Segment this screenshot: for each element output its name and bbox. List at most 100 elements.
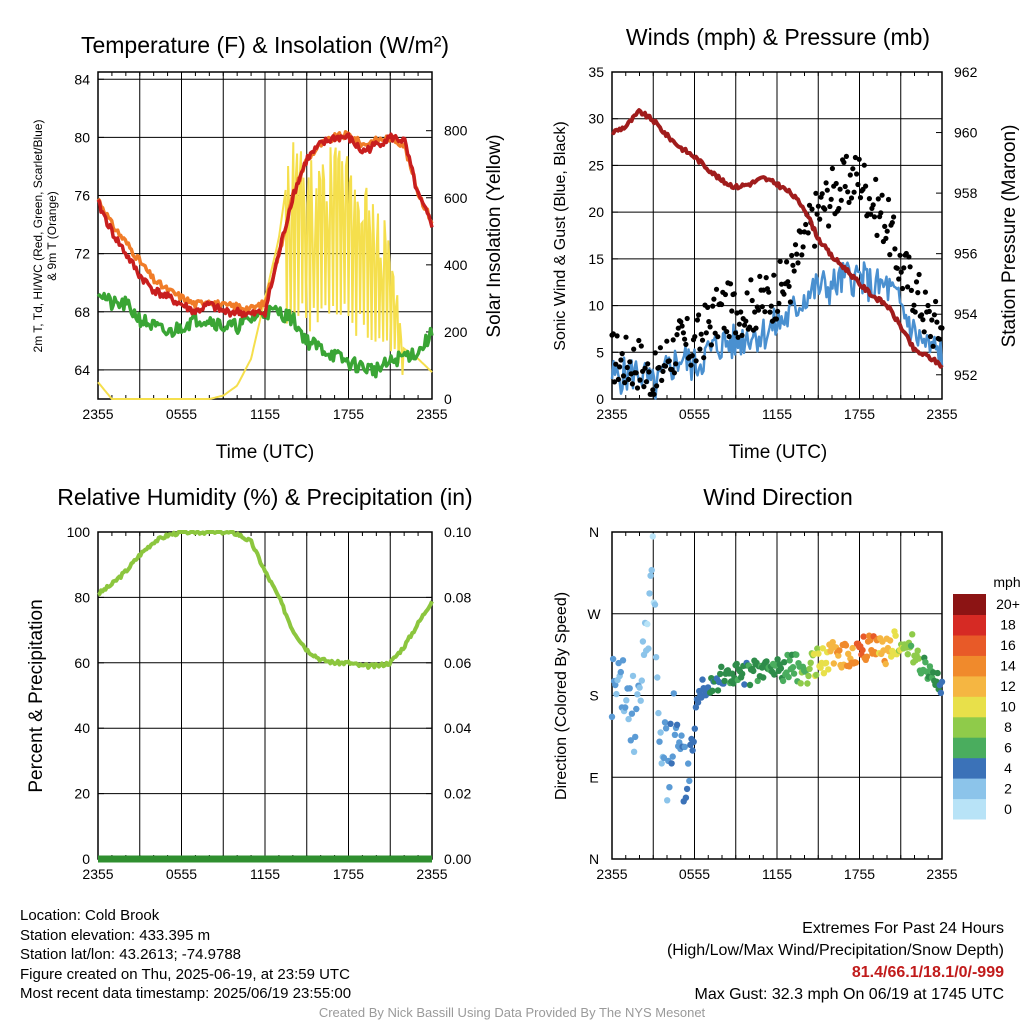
gust-point [806,202,813,208]
gust-point [781,291,787,297]
direction-point [852,659,860,666]
gust-point [755,307,762,313]
humidity-panel: 0 20 40 60 80 100 0.00 0.02 0.04 0.06 0.08 0.10 2355… [67,524,472,882]
humidity-x-tick-label: 2355 [82,866,113,882]
gust-point [637,377,643,383]
direction-point [814,645,821,652]
gust-point [642,365,648,371]
gust-point [766,289,772,295]
temperature-ylabel-line2: & 9m T (Orange) [45,191,59,281]
direction-point [699,676,706,683]
gust-point [805,230,811,236]
gust-point [911,302,917,308]
gust-point [629,381,636,387]
gust-point [882,223,888,229]
direction-point [922,659,929,666]
direction-point [636,684,643,691]
gust-point [829,165,836,172]
gust-point [791,268,797,274]
direction-point [760,674,767,681]
direction-point [849,644,856,652]
gust-point [748,277,754,283]
gust-point [775,308,781,314]
gust-point [908,287,915,293]
direction-point [806,665,813,673]
direction-point [777,665,785,672]
gust-point [833,180,839,187]
gust-point [731,291,737,297]
temperature-y-tick-label: 80 [74,129,90,145]
direction-point [739,670,746,678]
direction-point [714,687,722,694]
humidity-x-tick-label: 1155 [250,866,280,882]
gust-point [662,363,669,369]
humidity-y-tick-label: 100 [67,524,91,540]
gust-point [684,315,690,322]
gust-point [798,229,804,235]
gust-point [850,166,856,172]
direction-point [646,590,653,597]
gust-point [837,186,843,192]
gust-point [906,254,912,260]
direction-point [934,669,941,677]
gust-point [874,232,880,238]
colorbar-label: 18 [1000,617,1016,633]
direction-point [860,633,867,640]
direction-point [645,645,652,652]
direction-point [678,732,685,739]
direction-point [704,684,712,691]
colorbar-label: 14 [1000,658,1016,674]
temperature-y-tick-label: 68 [74,304,90,320]
direction-y-tick-label: W [587,606,601,622]
station-latlon: Station lat/lon: 43.2613; -74.9788 [20,946,242,963]
gust-point [898,269,904,275]
colorbar-label: 6 [1004,739,1012,755]
colorbar-label: 2 [1004,780,1012,796]
direction-point [807,659,814,666]
colorbar-swatch [953,655,986,677]
gust-point [854,171,860,177]
gust-point [726,333,732,340]
gust-point [842,183,848,190]
direction-point [608,713,616,720]
gust-point [680,330,687,336]
direction-point [667,720,674,727]
direction-point [938,678,946,685]
wind-y-tick-label: 20 [588,204,604,220]
gust-point [707,324,713,330]
pressure-right-tick-label: 956 [954,246,978,262]
direction-point [625,715,632,723]
direction-point [638,677,645,684]
gust-point [856,156,862,162]
direction-point [790,670,798,677]
gust-point [759,304,765,310]
pressure-right-tick-label: 962 [954,64,978,80]
gust-point [878,210,884,216]
humidity-x-tick-label: 1755 [333,866,364,882]
direction-point [859,646,866,654]
temperature-y-tick-label: 64 [74,362,90,378]
gust-point [768,303,774,309]
gust-point [845,189,851,195]
colorbar-swatch [953,778,986,800]
direction-point [609,655,617,663]
humidity-title: Relative Humidity (%) & Precipitation (i… [57,484,472,510]
insolation-ylabel: Solar Insolation (Yellow) [484,134,505,337]
direction-point [746,681,754,689]
direction-point [637,697,644,704]
gust-point [659,377,665,383]
direction-point [750,667,757,675]
direction-point [793,651,800,658]
gust-point [883,235,889,241]
gust-point [894,265,901,271]
gust-point [884,228,890,234]
gust-point [916,271,922,278]
gust-point [851,189,857,195]
direction-point [797,680,804,687]
gust-point [741,322,748,328]
gust-point [651,391,657,397]
series-station-pressure [610,108,944,369]
gust-point [855,181,861,188]
colorbar-swatch [953,614,986,636]
